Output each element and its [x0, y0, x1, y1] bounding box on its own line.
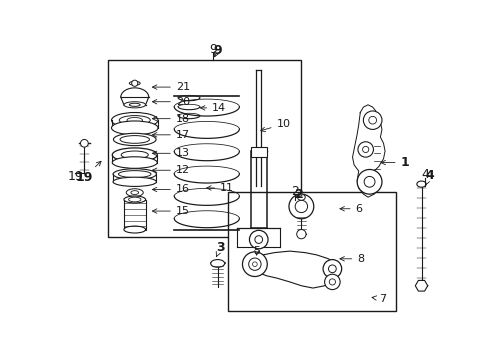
Ellipse shape [118, 171, 151, 177]
Ellipse shape [210, 260, 224, 267]
Ellipse shape [297, 194, 305, 200]
Ellipse shape [123, 196, 145, 203]
Ellipse shape [129, 103, 140, 106]
Circle shape [249, 230, 267, 249]
Ellipse shape [113, 177, 156, 186]
Text: 13: 13 [152, 148, 189, 158]
Ellipse shape [128, 197, 141, 202]
Ellipse shape [416, 181, 425, 187]
Text: 15: 15 [152, 206, 189, 216]
Text: 2: 2 [291, 185, 299, 198]
Text: 10: 10 [260, 119, 290, 132]
Ellipse shape [111, 112, 158, 128]
Ellipse shape [111, 121, 158, 135]
Text: 4: 4 [425, 169, 433, 185]
Circle shape [248, 258, 261, 270]
Text: 17: 17 [152, 130, 189, 140]
Circle shape [295, 200, 307, 213]
Text: 6: 6 [339, 204, 362, 214]
Circle shape [328, 279, 335, 285]
Polygon shape [251, 251, 338, 288]
Text: 19: 19 [67, 170, 83, 183]
Text: 4: 4 [421, 168, 428, 181]
Circle shape [363, 111, 381, 130]
Circle shape [254, 236, 262, 243]
Text: 5: 5 [253, 246, 260, 256]
Circle shape [323, 260, 341, 278]
Bar [250, 147, 266, 157]
Circle shape [364, 176, 374, 187]
Ellipse shape [123, 226, 145, 233]
Text: 20: 20 [152, 97, 189, 107]
Circle shape [324, 274, 340, 289]
Text: 11: 11 [206, 183, 234, 193]
Bar [107, 60, 301, 237]
Ellipse shape [112, 148, 157, 162]
Bar [227, 192, 395, 311]
Circle shape [242, 252, 267, 276]
Text: 3: 3 [216, 241, 224, 257]
Text: 16: 16 [152, 184, 189, 194]
Circle shape [368, 116, 376, 124]
Text: 2: 2 [295, 188, 304, 201]
Circle shape [296, 230, 305, 239]
Circle shape [252, 262, 257, 266]
Circle shape [288, 194, 313, 219]
Ellipse shape [123, 102, 145, 108]
Ellipse shape [127, 117, 142, 123]
Text: 19: 19 [75, 161, 101, 184]
Circle shape [362, 147, 368, 153]
Ellipse shape [121, 151, 148, 159]
Circle shape [81, 139, 88, 147]
Text: 14: 14 [200, 103, 226, 113]
Text: 18: 18 [152, 114, 189, 123]
Text: 21: 21 [152, 82, 189, 92]
Circle shape [356, 170, 381, 194]
Circle shape [328, 265, 336, 273]
Ellipse shape [120, 136, 149, 143]
Text: 7: 7 [371, 294, 385, 304]
Ellipse shape [129, 81, 140, 85]
Circle shape [131, 80, 138, 86]
Ellipse shape [112, 157, 157, 168]
Ellipse shape [113, 169, 156, 180]
Ellipse shape [113, 133, 156, 145]
Bar [123, 199, 145, 230]
Text: 9: 9 [209, 43, 217, 56]
Text: 9: 9 [213, 44, 221, 57]
Ellipse shape [131, 191, 138, 194]
Text: 8: 8 [339, 254, 364, 264]
Ellipse shape [119, 116, 150, 125]
Circle shape [357, 142, 373, 157]
Text: 1: 1 [380, 156, 408, 169]
Ellipse shape [126, 189, 143, 197]
Text: 12: 12 [152, 165, 189, 175]
